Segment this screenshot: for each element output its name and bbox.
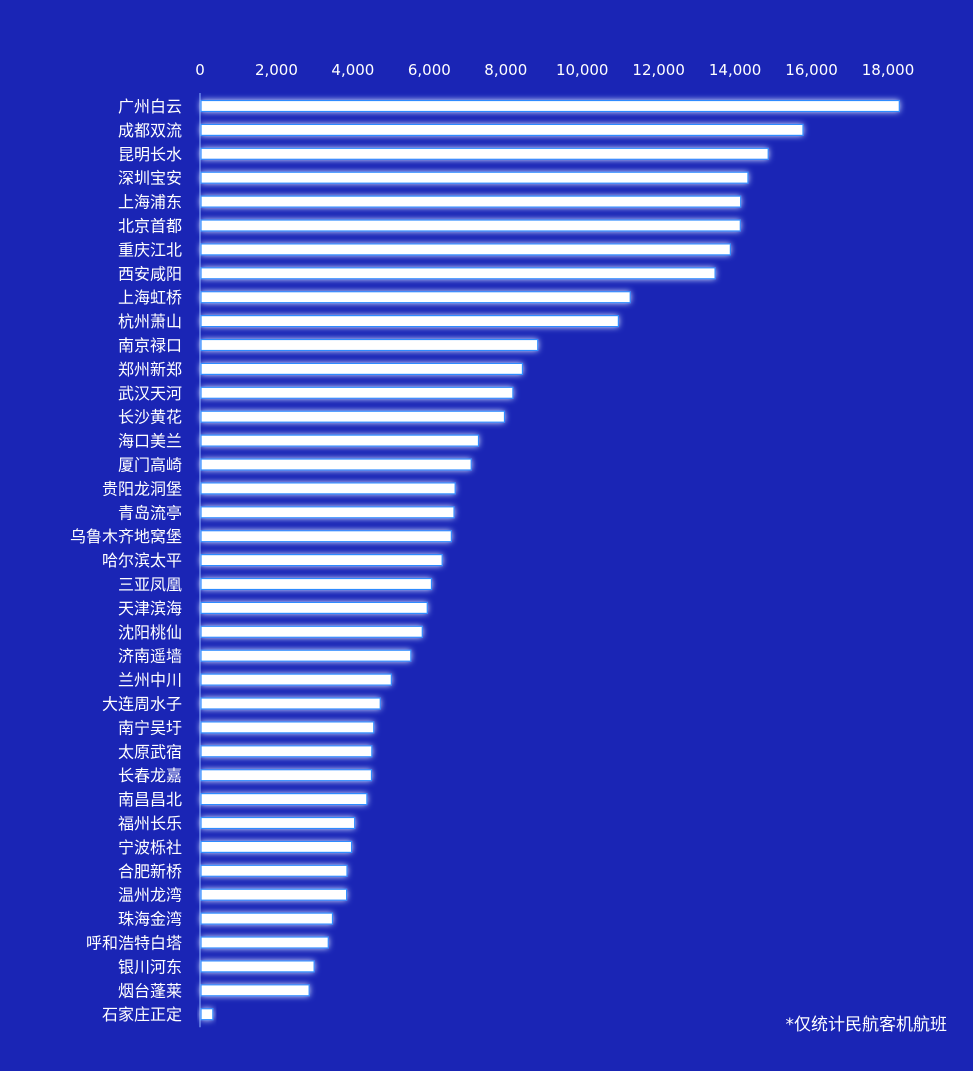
x-tick-label: 6,000 [408, 61, 451, 79]
category-label: 烟台蓬莱 [118, 981, 182, 1000]
category-label: 南京禄口 [118, 336, 182, 355]
bar [200, 577, 433, 591]
bar [200, 99, 900, 113]
category-label: 广州白云 [118, 97, 182, 116]
x-tick-label: 18,000 [862, 61, 915, 79]
bar [200, 123, 804, 137]
category-label: 长春龙嘉 [118, 766, 182, 785]
category-label: 西安咸阳 [118, 264, 182, 283]
bar [200, 984, 310, 997]
bar [200, 315, 619, 328]
category-label: 南昌昌北 [118, 790, 182, 809]
bar [200, 553, 443, 567]
label-layer: 0 2,000 4,000 6,000 8,000 10,000 12,000 14,000 1… [70, 61, 914, 1024]
bar [200, 362, 524, 375]
bar-layer [200, 99, 900, 1021]
x-tick-label: 8,000 [484, 61, 527, 79]
bar [200, 649, 412, 662]
category-label: 青岛流亭 [118, 503, 182, 522]
bar [200, 769, 373, 782]
x-tick-label: 2,000 [255, 61, 298, 79]
bar [200, 745, 373, 758]
bar [200, 410, 506, 423]
footnote: *仅统计民航客机航班 [785, 1015, 948, 1035]
category-label: 三亚凤凰 [118, 575, 182, 594]
bar [200, 434, 480, 447]
bar [200, 482, 456, 495]
bar [200, 625, 423, 638]
bar [200, 458, 472, 471]
category-label: 银川河东 [118, 957, 182, 976]
bar [200, 291, 631, 304]
category-label: 郑州新郑 [118, 360, 182, 379]
category-label: 厦门高崎 [118, 456, 182, 475]
category-label: 北京首都 [118, 217, 182, 236]
bar [200, 960, 315, 973]
x-tick-label: 10,000 [556, 61, 609, 79]
category-label: 杭州萧山 [118, 312, 182, 331]
bar [200, 912, 334, 925]
bar [200, 338, 539, 352]
bar [200, 530, 452, 543]
category-label: 哈尔滨太平 [102, 551, 182, 570]
x-tick-label: 12,000 [632, 61, 685, 79]
x-tick-label: 16,000 [785, 61, 838, 79]
bar [200, 888, 348, 901]
bar [200, 1008, 214, 1021]
bar [200, 721, 375, 734]
bar [200, 864, 348, 877]
bar [200, 816, 356, 830]
bar [200, 601, 428, 615]
bar [200, 936, 329, 949]
x-tick-label: 14,000 [709, 61, 762, 79]
category-label: 深圳宝安 [118, 169, 182, 188]
bar [200, 697, 381, 710]
category-label: 成都双流 [118, 121, 182, 140]
category-label: 宁波栎社 [118, 838, 182, 857]
category-label: 上海虹桥 [118, 288, 182, 307]
category-label: 乌鲁木齐地窝堡 [70, 527, 182, 546]
category-label: 上海浦东 [118, 193, 182, 212]
category-label: 珠海金湾 [118, 910, 182, 929]
bar [200, 147, 769, 160]
category-label: 石家庄正定 [102, 1005, 182, 1024]
bar [200, 171, 749, 184]
bar [200, 267, 716, 280]
category-label: 呼和浩特白塔 [86, 934, 182, 953]
category-label: 合肥新桥 [118, 862, 182, 881]
bar [200, 386, 514, 399]
bar [200, 673, 392, 686]
bar [200, 195, 742, 208]
category-label: 贵阳龙洞堡 [102, 479, 182, 498]
category-label: 太原武宿 [118, 742, 182, 761]
category-label: 天津滨海 [118, 599, 182, 618]
bar [200, 219, 741, 232]
category-label: 兰州中川 [118, 671, 182, 690]
category-label: 武汉天河 [118, 384, 182, 403]
bar [200, 506, 455, 519]
bar [200, 792, 368, 806]
category-label: 沈阳桃仙 [118, 623, 182, 642]
bar [200, 840, 353, 854]
category-label: 长沙黄花 [118, 408, 182, 427]
bar [200, 243, 731, 256]
category-label: 昆明长水 [118, 145, 182, 164]
x-tick-label: 0 [195, 61, 205, 79]
category-label: 大连周水子 [102, 695, 182, 714]
x-tick-label: 4,000 [331, 61, 374, 79]
category-label: 温州龙湾 [118, 886, 182, 905]
category-label: 重庆江北 [118, 240, 182, 259]
category-label: 福州长乐 [118, 814, 182, 833]
category-label: 济南遥墙 [118, 647, 182, 666]
category-label: 南宁吴圩 [118, 718, 182, 737]
category-label: 海口美兰 [118, 432, 182, 451]
